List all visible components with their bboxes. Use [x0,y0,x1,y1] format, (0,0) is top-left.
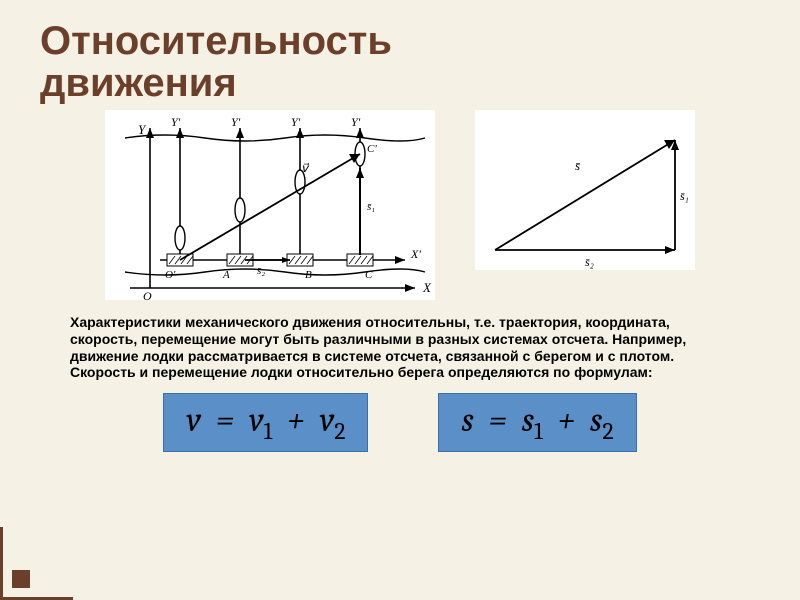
title-line2: движения [40,62,760,104]
svg-text:C': C' [367,143,377,155]
svg-text:s̄: s̄ [575,158,581,173]
svg-text:s̄₁: s̄₁ [367,201,375,213]
diagram-row: X O Y X' Y' O' [40,110,760,300]
svg-text:s̄₁: s̄₁ [680,189,689,203]
corner-ornament [0,510,90,600]
svg-text:C: C [365,269,373,281]
svg-text:Y': Y' [231,115,241,129]
svg-text:X: X [422,280,432,295]
svg-text:Y': Y' [351,115,361,129]
svg-text:s̄₂: s̄₂ [257,265,265,277]
formula-row: v = v1 + v2 s = s1 + s2 [40,393,760,452]
diagram-vector-triangle: s̄ s̄₁ s̄₂ [475,110,695,270]
svg-text:A: A [222,269,230,281]
body-paragraph: Характеристики механического движения от… [70,314,730,381]
svg-text:B: B [305,269,312,281]
svg-text:s̄₂: s̄₂ [585,255,594,269]
diagram-river-frames: X O Y X' Y' O' [105,110,435,300]
title-line1: Относительность [40,20,760,62]
formula-velocity: v = v1 + v2 [163,393,368,452]
svg-text:Y': Y' [171,115,181,129]
svg-text:O: O [143,289,152,300]
svg-text:Y': Y' [291,115,301,129]
svg-text:X': X' [410,247,421,261]
formula-displacement: s = s1 + s2 [438,393,636,452]
slide-title: Относительность движения [40,20,760,104]
svg-text:O': O' [165,269,176,281]
slide: Относительность движения X O Y X' [0,0,800,600]
